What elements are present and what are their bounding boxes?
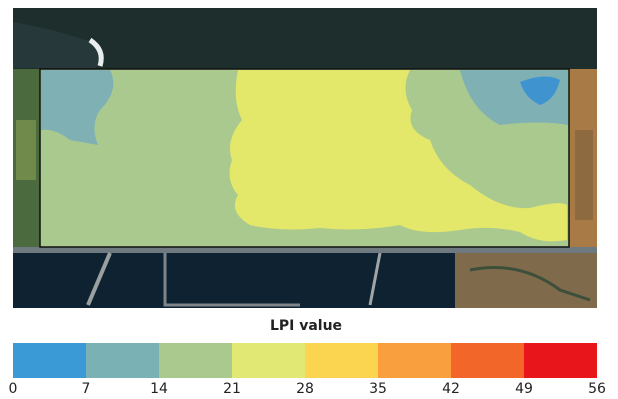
tick-label: 42 bbox=[442, 381, 460, 397]
color-swatch bbox=[378, 343, 451, 378]
tick-label: 35 bbox=[369, 381, 387, 397]
color-swatch bbox=[13, 343, 86, 378]
tick-label: 0 bbox=[9, 381, 18, 397]
color-swatch bbox=[451, 343, 524, 378]
color-swatch bbox=[524, 343, 597, 378]
color-swatch bbox=[232, 343, 305, 378]
legend-title: LPI value bbox=[270, 318, 342, 334]
tick-label: 7 bbox=[82, 381, 91, 397]
tick-label: 49 bbox=[515, 381, 533, 397]
tick-label: 56 bbox=[588, 381, 606, 397]
color-swatch bbox=[86, 343, 159, 378]
tick-label: 14 bbox=[150, 381, 168, 397]
page: LPI value 0 7 14 21 28 35 42 49 56 bbox=[0, 0, 618, 399]
colorbar: 0 7 14 21 28 35 42 49 56 bbox=[9, 343, 606, 397]
color-swatch bbox=[159, 343, 232, 378]
tick-label: 21 bbox=[223, 381, 241, 397]
tick-label: 28 bbox=[296, 381, 314, 397]
color-swatch bbox=[305, 343, 378, 378]
lpi-overlay bbox=[40, 69, 569, 247]
